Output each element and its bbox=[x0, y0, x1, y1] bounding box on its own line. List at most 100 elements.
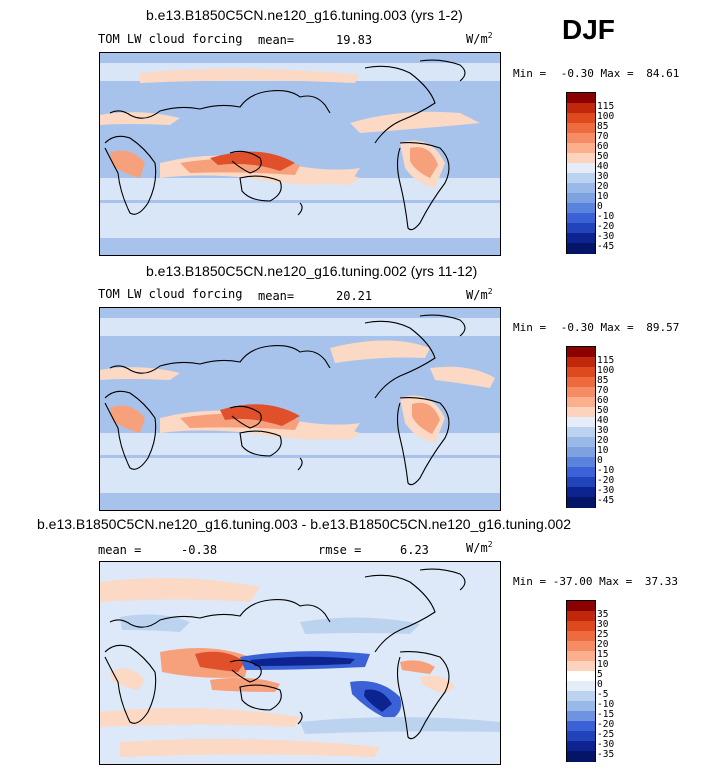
colorbar-swatch bbox=[567, 93, 595, 104]
panel3-map bbox=[99, 561, 501, 765]
colorbar-swatch bbox=[567, 497, 595, 508]
colorbar-swatch bbox=[567, 153, 595, 164]
panel3-coastlines bbox=[104, 568, 466, 740]
colorbar-swatch bbox=[567, 173, 595, 184]
colorbar-swatch bbox=[567, 467, 595, 478]
colorbar-tick-label: 30 bbox=[597, 424, 609, 436]
colorbar-swatch bbox=[567, 447, 595, 458]
colorbar-tick-label: 60 bbox=[597, 394, 609, 406]
colorbar-tick-label: 25 bbox=[597, 628, 609, 640]
colorbar-tick-label: 30 bbox=[597, 170, 609, 182]
colorbar-tick-label: 10 bbox=[597, 190, 609, 202]
colorbar-tick-label: -20 bbox=[597, 220, 615, 232]
colorbar-swatch bbox=[567, 477, 595, 488]
panel2-coastlines bbox=[104, 314, 466, 486]
panel3-min-max: Min = -37.00 Max = 37.33 bbox=[513, 575, 678, 588]
colorbar-tick-label: 115 bbox=[597, 354, 615, 366]
panel1-map-field bbox=[100, 53, 500, 255]
colorbar-tick-label: -30 bbox=[597, 484, 615, 496]
colorbar-tick-label: -35 bbox=[597, 748, 615, 760]
colorbar-tick-label: 30 bbox=[597, 618, 609, 630]
panel2-mean-value: 20.21 bbox=[336, 289, 373, 303]
colorbar-tick-label: 100 bbox=[597, 110, 615, 122]
colorbar-swatch bbox=[567, 741, 595, 752]
colorbar-swatch bbox=[567, 641, 595, 652]
colorbar-swatch bbox=[567, 193, 595, 204]
colorbar-tick-label: -45 bbox=[597, 240, 615, 252]
panel3-mean-value: -0.38 bbox=[181, 543, 218, 557]
panel1-variable-label: TOM LW cloud forcing bbox=[98, 32, 243, 46]
colorbar-tick-label: 10 bbox=[597, 658, 609, 670]
colorbar-tick-label: -10 bbox=[597, 464, 615, 476]
panel2-map-field bbox=[100, 308, 500, 510]
panel3-rmse-value: 6.23 bbox=[400, 543, 429, 557]
colorbar-tick-label: 0 bbox=[597, 454, 603, 466]
colorbar-swatch bbox=[567, 681, 595, 692]
colorbar-tick-label: -20 bbox=[597, 474, 615, 486]
colorbar-swatch bbox=[567, 243, 595, 254]
colorbar-swatch bbox=[567, 621, 595, 632]
colorbar-tick-label: 15 bbox=[597, 648, 609, 660]
colorbar-swatch bbox=[567, 223, 595, 234]
panel1-mean-value: 19.83 bbox=[336, 33, 373, 47]
colorbar-tick-label: -10 bbox=[597, 210, 615, 222]
colorbar-tick-label: -15 bbox=[597, 708, 615, 720]
colorbar-swatch bbox=[567, 651, 595, 662]
panel1-units: W/m2 bbox=[466, 31, 493, 46]
panel1-title: b.e13.B1850C5CN.ne120_g16.tuning.003 (yr… bbox=[146, 7, 463, 23]
colorbar-swatch bbox=[567, 427, 595, 438]
colorbar-swatch bbox=[567, 601, 595, 612]
colorbar-tick-label: 70 bbox=[597, 384, 609, 396]
panel1-map bbox=[99, 52, 501, 256]
panel3-mean-label: mean = bbox=[98, 543, 142, 557]
panel2-title: b.e13.B1850C5CN.ne120_g16.tuning.002 (yr… bbox=[146, 263, 478, 279]
colorbar-swatch bbox=[567, 163, 595, 174]
colorbar-tick-label: 20 bbox=[597, 434, 609, 446]
panel2-map bbox=[99, 307, 501, 511]
colorbar-swatch bbox=[567, 103, 595, 114]
colorbar-tick-label: -30 bbox=[597, 738, 615, 750]
colorbar-swatch bbox=[567, 113, 595, 124]
colorbar-swatch bbox=[567, 203, 595, 214]
panel1-min-max: Min = -0.30 Max = 84.61 bbox=[513, 67, 680, 80]
colorbar-swatch bbox=[567, 671, 595, 682]
colorbar-swatch bbox=[567, 751, 595, 762]
colorbar-tick-label: 100 bbox=[597, 364, 615, 376]
panel3-title: b.e13.B1850C5CN.ne120_g16.tuning.003 - b… bbox=[37, 516, 571, 532]
colorbar-tick-label: 85 bbox=[597, 374, 609, 386]
colorbar-tick-label: 35 bbox=[597, 608, 609, 620]
panel2-colorbar bbox=[566, 346, 596, 508]
colorbar-swatch bbox=[567, 721, 595, 732]
colorbar-tick-label: -45 bbox=[597, 494, 615, 506]
panel2-units: W/m2 bbox=[466, 287, 493, 302]
colorbar-tick-label: 60 bbox=[597, 140, 609, 152]
colorbar-swatch bbox=[567, 691, 595, 702]
colorbar-tick-label: 20 bbox=[597, 638, 609, 650]
panel2-variable-label: TOM LW cloud forcing bbox=[98, 287, 243, 301]
colorbar-swatch bbox=[567, 213, 595, 224]
colorbar-tick-label: 40 bbox=[597, 414, 609, 426]
panel2-mean-label: mean= bbox=[258, 289, 295, 303]
colorbar-swatch bbox=[567, 631, 595, 642]
colorbar-swatch bbox=[567, 183, 595, 194]
colorbar-tick-label: 40 bbox=[597, 160, 609, 172]
colorbar-swatch bbox=[567, 397, 595, 408]
colorbar-swatch bbox=[567, 701, 595, 712]
colorbar-tick-label: 0 bbox=[597, 678, 603, 690]
panel1-coastlines bbox=[104, 59, 466, 231]
colorbar-tick-label: 85 bbox=[597, 120, 609, 132]
colorbar-swatch bbox=[567, 731, 595, 742]
colorbar-tick-label: 5 bbox=[597, 668, 603, 680]
colorbar-swatch bbox=[567, 377, 595, 388]
colorbar-tick-label: -5 bbox=[597, 688, 609, 700]
season-label: DJF bbox=[562, 14, 615, 45]
colorbar-tick-label: 70 bbox=[597, 130, 609, 142]
colorbar-tick-label: 50 bbox=[597, 404, 609, 416]
colorbar-tick-label: 115 bbox=[597, 100, 615, 112]
colorbar-swatch bbox=[567, 611, 595, 622]
colorbar-swatch bbox=[567, 367, 595, 378]
colorbar-tick-label: 10 bbox=[597, 444, 609, 456]
colorbar-swatch bbox=[567, 143, 595, 154]
colorbar-swatch bbox=[567, 487, 595, 498]
colorbar-swatch bbox=[567, 661, 595, 672]
